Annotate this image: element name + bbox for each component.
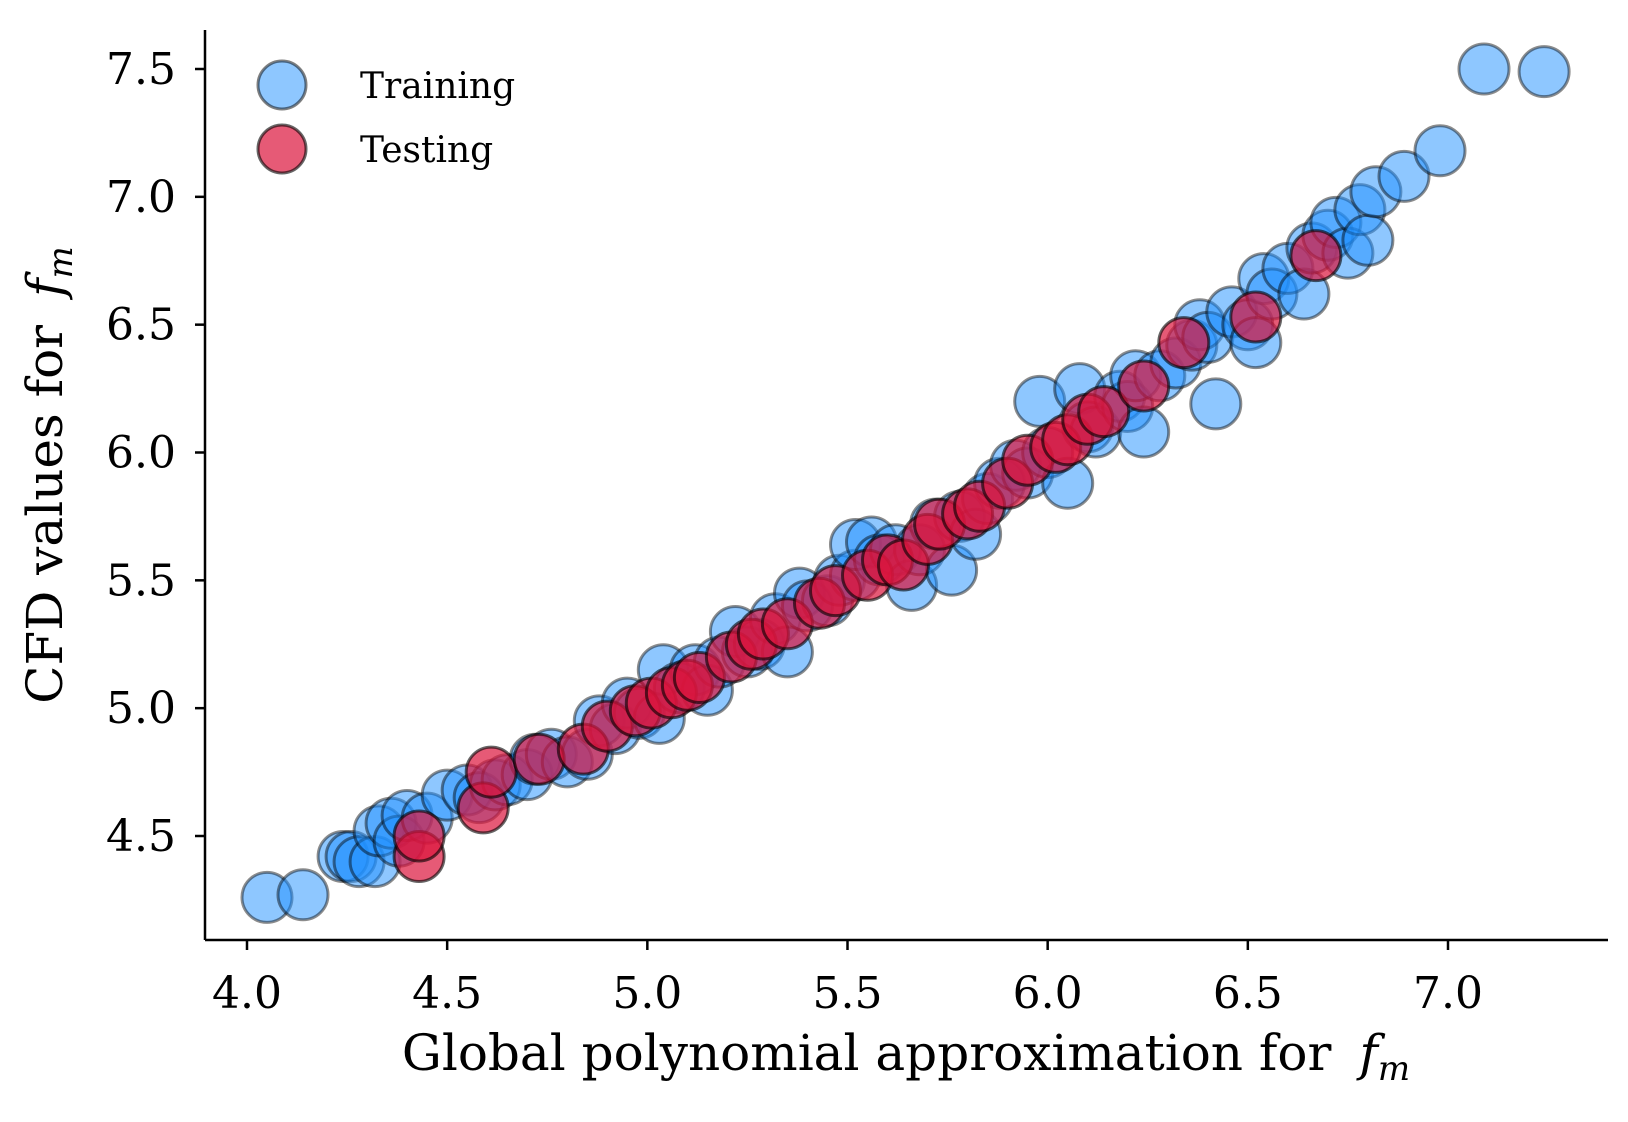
legend-label-testing: Testing (360, 130, 493, 171)
testing-point (1229, 290, 1283, 344)
testing-point (464, 745, 518, 799)
legend-marker-training (256, 59, 308, 111)
x-tick-label: 6.0 (1013, 968, 1083, 1019)
legend-label-training: Training (360, 66, 515, 107)
legend-marker-testing (256, 123, 308, 175)
x-tick-label: 4.5 (412, 968, 482, 1019)
y-axis-label: CFD values for fm (16, 246, 81, 704)
y-axis-symbol-subscript: m (41, 246, 81, 278)
testing-point (1289, 229, 1343, 283)
points-layer (240, 42, 1571, 924)
series-testing (392, 229, 1343, 883)
training-point (1413, 124, 1467, 178)
training-point (1341, 213, 1395, 267)
series-training (240, 42, 1571, 924)
x-ticks: 4.0 4.5 5.0 5.5 6.0 6.5 7.0 (212, 940, 1483, 1019)
x-tick-label: 5.5 (813, 968, 883, 1019)
testing-point (512, 732, 566, 786)
training-point (276, 868, 330, 922)
y-tick-label: 4.5 (106, 811, 176, 862)
x-axis-symbol-subscript: m (1378, 1049, 1410, 1089)
y-axis-label-text: CFD values for (16, 325, 74, 704)
y-tick-label: 6.5 (106, 300, 176, 351)
y-tick-label: 6.0 (106, 428, 176, 479)
y-tick-label: 5.0 (106, 683, 176, 734)
x-tick-label: 6.5 (1213, 968, 1283, 1019)
y-tick-label: 5.5 (106, 555, 176, 606)
y-tick-label: 7.0 (106, 172, 176, 223)
axes (203, 30, 1608, 942)
legend: Training Testing (256, 59, 515, 175)
training-point (1189, 377, 1243, 431)
x-axis-label: Global polynomial approximation for fm (402, 1024, 1410, 1089)
training-point (1377, 149, 1431, 203)
training-point (1457, 42, 1511, 96)
x-tick-label: 5.0 (612, 968, 682, 1019)
y-ticks: 4.5 5.0 5.5 6.0 6.5 7.0 7.5 (106, 44, 205, 862)
testing-point (1117, 359, 1171, 413)
x-tick-label: 7.0 (1413, 968, 1483, 1019)
training-point (1517, 45, 1571, 99)
x-axis-label-text: Global polynomial approximation for (402, 1024, 1332, 1082)
testing-point (1157, 316, 1211, 370)
x-tick-label: 4.0 (212, 968, 282, 1019)
testing-point (392, 809, 446, 863)
y-tick-label: 7.5 (106, 44, 176, 95)
testing-point (1077, 385, 1131, 439)
